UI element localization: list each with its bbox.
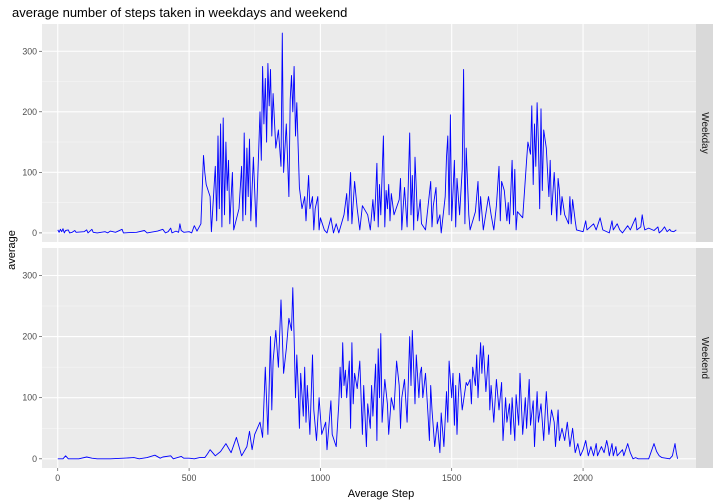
y-tick-label: 300	[22, 46, 37, 56]
y-tick-label: 100	[22, 167, 37, 177]
panel-background	[42, 248, 696, 468]
panel-weekend: 0 100 200 300 0 500 1000 1500 2000 Weekend	[22, 248, 713, 483]
x-tick-label: 500	[182, 473, 197, 483]
facet-strip	[696, 248, 713, 468]
series-line-weekend	[57, 287, 679, 460]
panel-background	[42, 24, 696, 242]
y-tick-label: 100	[22, 393, 37, 403]
series-line-weekday	[57, 32, 677, 234]
y-tick-label: 200	[22, 107, 37, 117]
x-tick-label: 2000	[573, 473, 593, 483]
y-axis-title: average	[6, 230, 18, 270]
facet-strip-label: Weekend	[699, 337, 710, 379]
panel-weekday: 0 100 200 300 Weekday	[22, 24, 713, 242]
y-tick-label: 300	[22, 271, 37, 281]
panels: 0 100 200 300 Weekday 0 100 200 300 0 500 1000 1500 2…	[22, 24, 713, 483]
chart-title: average number of steps taken in weekday…	[12, 5, 347, 20]
y-tick-label: 0	[32, 454, 37, 464]
x-tick-label: 1000	[311, 473, 331, 483]
y-tick-label: 200	[22, 332, 37, 342]
x-tick-label: 1500	[442, 473, 462, 483]
x-axis-title: Average Step	[348, 488, 414, 500]
facet-strip	[696, 24, 713, 242]
facet-strip-label: Weekday	[699, 112, 710, 154]
y-tick-label: 0	[32, 228, 37, 238]
x-tick-label: 0	[55, 473, 60, 483]
